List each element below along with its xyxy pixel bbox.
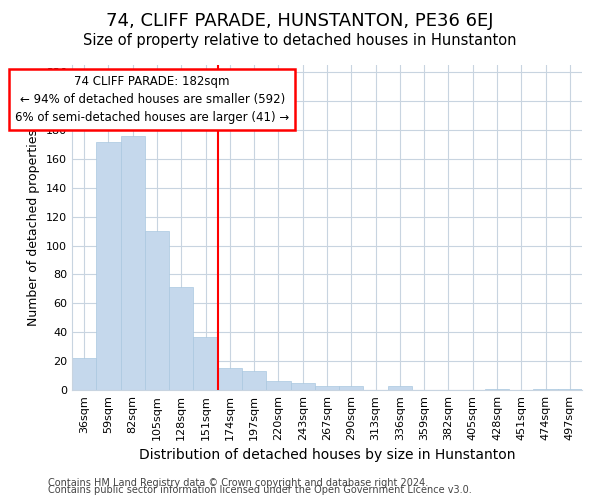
- Bar: [72, 358, 96, 390]
- Bar: [339, 386, 364, 390]
- Bar: [388, 386, 412, 390]
- Bar: [266, 382, 290, 390]
- Bar: [485, 388, 509, 390]
- Text: Size of property relative to detached houses in Hunstanton: Size of property relative to detached ho…: [83, 32, 517, 48]
- Bar: [193, 336, 218, 390]
- Bar: [290, 383, 315, 390]
- Bar: [558, 388, 582, 390]
- Bar: [533, 388, 558, 390]
- Text: Contains HM Land Registry data © Crown copyright and database right 2024.: Contains HM Land Registry data © Crown c…: [48, 478, 428, 488]
- Text: 74, CLIFF PARADE, HUNSTANTON, PE36 6EJ: 74, CLIFF PARADE, HUNSTANTON, PE36 6EJ: [106, 12, 494, 30]
- Bar: [96, 142, 121, 390]
- Text: Contains public sector information licensed under the Open Government Licence v3: Contains public sector information licen…: [48, 485, 472, 495]
- Bar: [169, 288, 193, 390]
- Y-axis label: Number of detached properties: Number of detached properties: [28, 129, 40, 326]
- Bar: [121, 136, 145, 390]
- Bar: [315, 386, 339, 390]
- Bar: [242, 371, 266, 390]
- Bar: [145, 231, 169, 390]
- Bar: [218, 368, 242, 390]
- Text: 74 CLIFF PARADE: 182sqm
← 94% of detached houses are smaller (592)
6% of semi-de: 74 CLIFF PARADE: 182sqm ← 94% of detache…: [15, 75, 289, 124]
- X-axis label: Distribution of detached houses by size in Hunstanton: Distribution of detached houses by size …: [139, 448, 515, 462]
